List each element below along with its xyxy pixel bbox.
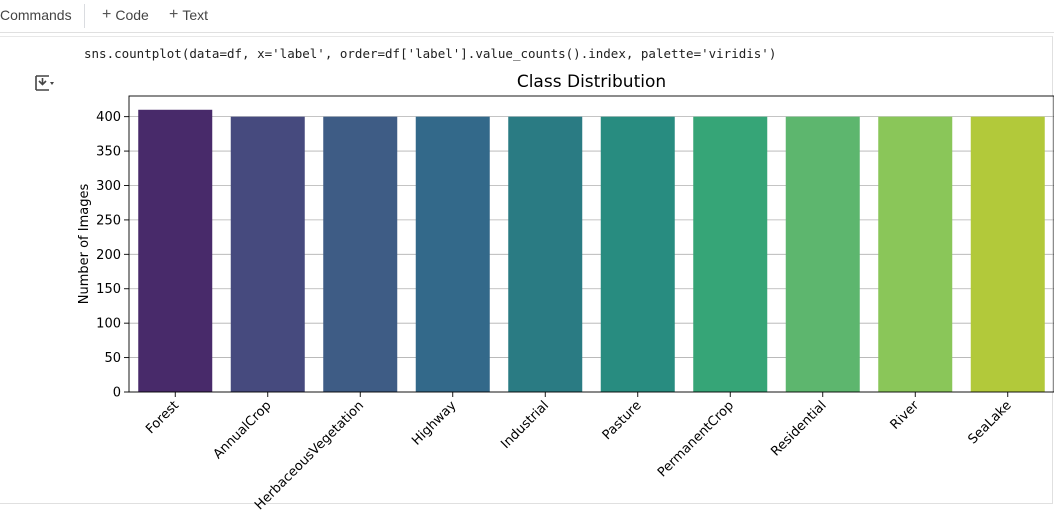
bar [415, 116, 490, 393]
x-tick-label: HerbaceousVegetation [252, 398, 367, 510]
output-toggle-icon[interactable] [33, 72, 55, 94]
add-code-label: Code [115, 7, 149, 23]
bar [970, 116, 1045, 393]
notebook-toolbar: Commands + Code + Text [0, 0, 1054, 32]
bar-chart: 0 50 100 150 200 250 300 350 400 Forest AnnualCrop… [77, 72, 1054, 510]
add-text-label: Text [182, 7, 209, 23]
bar [878, 116, 953, 393]
y-axis-label: Number of Images [77, 184, 92, 305]
y-tick-label: 300 [96, 179, 121, 194]
y-tick-label: 250 [96, 213, 121, 228]
bar [138, 109, 213, 392]
notebook-cell[interactable] [0, 36, 1053, 504]
plus-icon: + [102, 6, 112, 23]
plot-frame [128, 95, 1054, 393]
add-code-button[interactable]: + Code [102, 6, 149, 24]
x-tick-label: Industrial [498, 398, 552, 452]
y-tick-label: 100 [96, 317, 121, 332]
y-tick-label: 350 [96, 145, 121, 160]
code-editor[interactable]: sns.countplot(data=df, x='label', order=… [84, 46, 777, 61]
x-tick-label: Residential [768, 398, 829, 459]
commands-button[interactable]: Commands [0, 7, 72, 23]
y-tick-label: 150 [96, 282, 121, 297]
bar [693, 116, 768, 393]
bar [323, 116, 398, 393]
add-text-button[interactable]: + Text [169, 6, 209, 24]
bar [508, 116, 583, 393]
chart-title: Class Distribution [517, 72, 666, 92]
x-tick-label: Forest [143, 398, 182, 437]
y-tick-label: 200 [96, 248, 121, 263]
bar [230, 116, 305, 393]
x-tick-label: River [888, 398, 923, 433]
x-tick-label: Pasture [600, 398, 645, 443]
y-tick-label: 0 [113, 386, 121, 401]
toolbar-divider [84, 4, 85, 28]
y-tick-label: 400 [96, 110, 121, 125]
bar [785, 116, 860, 393]
plus-icon: + [169, 6, 179, 23]
bar [600, 116, 675, 393]
x-tick-label: PermanentCrop [655, 398, 737, 480]
toolbar-separator [0, 32, 1054, 33]
y-tick-label: 50 [104, 351, 121, 366]
x-tick-label: Highway [409, 398, 460, 449]
x-tick-label: AnnualCrop [211, 398, 275, 462]
x-tick-label: SeaLake [965, 398, 1014, 447]
